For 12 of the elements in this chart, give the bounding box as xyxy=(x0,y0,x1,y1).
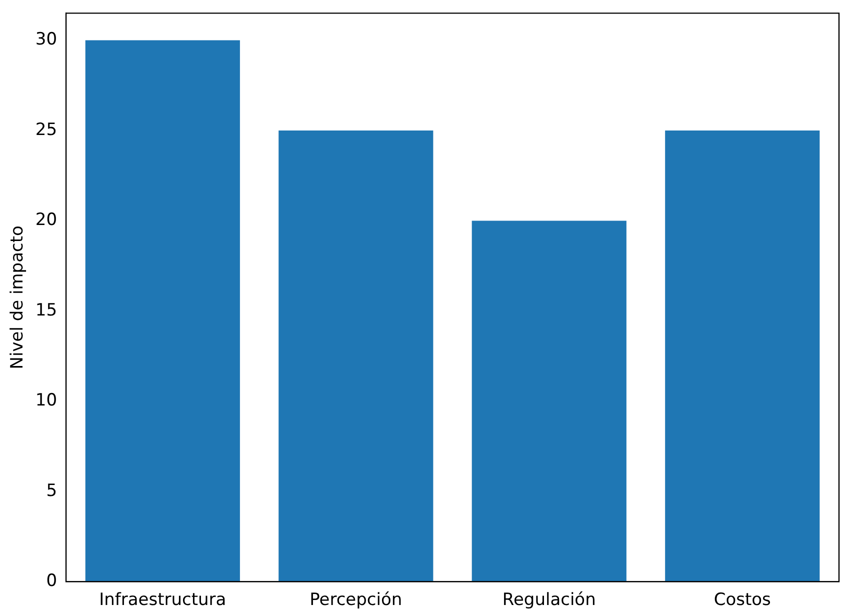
x-tick-label: Costos xyxy=(714,590,772,610)
y-tick-label: 0 xyxy=(46,571,58,592)
y-tick-label: 15 xyxy=(35,300,58,320)
x-tick-label: Percepción xyxy=(310,590,402,610)
y-tick-label: 25 xyxy=(35,120,58,140)
y-tick-label: 10 xyxy=(35,390,58,411)
y-tick-label: 20 xyxy=(35,210,58,230)
y-axis-title: Nivel de impacto xyxy=(8,226,28,370)
y-tick-label: 30 xyxy=(35,30,58,50)
x-tick-label: Regulación xyxy=(502,590,596,610)
x-tick-label: Infraestructura xyxy=(99,590,226,610)
y-tick-label: 5 xyxy=(46,480,58,501)
